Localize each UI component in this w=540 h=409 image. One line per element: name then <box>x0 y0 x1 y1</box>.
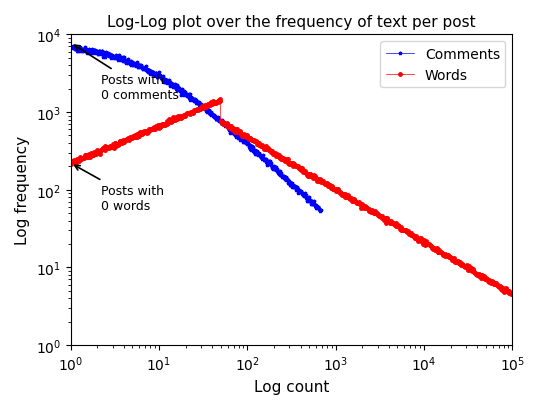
Comments <box>310 201 316 206</box>
Words <box>446 255 453 260</box>
Line: Words: Words <box>69 98 514 297</box>
X-axis label: Log count: Log count <box>254 379 329 394</box>
Words <box>140 130 147 135</box>
Title: Log-Log plot over the frequency of text per post: Log-Log plot over the frequency of text … <box>107 15 476 30</box>
Words <box>249 138 256 143</box>
Words <box>508 292 515 297</box>
Y-axis label: Log frequency: Log frequency <box>15 136 30 245</box>
Legend: Comments, Words: Comments, Words <box>380 42 505 88</box>
Comments <box>301 191 308 196</box>
Comments <box>151 74 158 79</box>
Words <box>509 291 515 296</box>
Words <box>423 239 430 244</box>
Words <box>217 97 223 102</box>
Words <box>391 222 397 227</box>
Comments <box>316 209 323 213</box>
Comments <box>68 45 74 50</box>
Text: Posts with
0 comments: Posts with 0 comments <box>75 46 179 101</box>
Line: Comments: Comments <box>69 45 322 213</box>
Comments <box>116 53 122 58</box>
Words <box>136 131 142 136</box>
Text: Posts with
0 words: Posts with 0 words <box>75 166 164 212</box>
Comments <box>318 208 324 213</box>
Comments <box>267 162 274 166</box>
Comments <box>85 48 91 53</box>
Words <box>68 162 74 167</box>
Comments <box>70 44 77 49</box>
